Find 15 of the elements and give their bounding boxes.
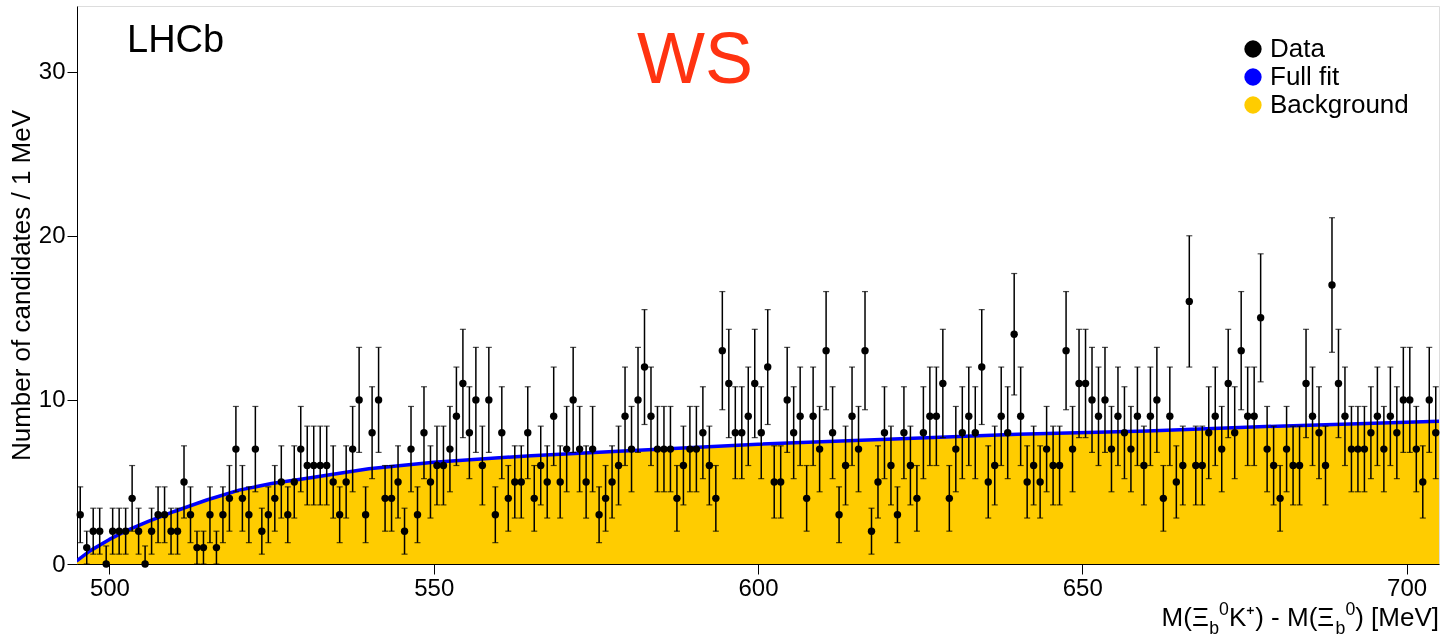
legend-label: Full fit [1270,61,1341,91]
legend-label: Data [1270,33,1326,63]
x-tick-label: 600 [738,573,779,601]
y-tick-label: 30 [38,57,66,85]
x-tick-label: 650 [1062,573,1103,601]
y-tick-label: 10 [38,385,66,413]
y-tick-label: 20 [38,221,66,249]
x-tick-label: 700 [1387,573,1428,601]
y-tick-label: 0 [52,549,66,577]
x-tick-label: 550 [414,573,455,601]
annotation: LHCb [127,18,225,60]
x-tick-label: 500 [89,573,130,601]
legend-label: Background [1270,89,1409,119]
annotation: WS [637,18,753,98]
y-axis-title: Number of candidates / 1 MeV [5,109,36,462]
